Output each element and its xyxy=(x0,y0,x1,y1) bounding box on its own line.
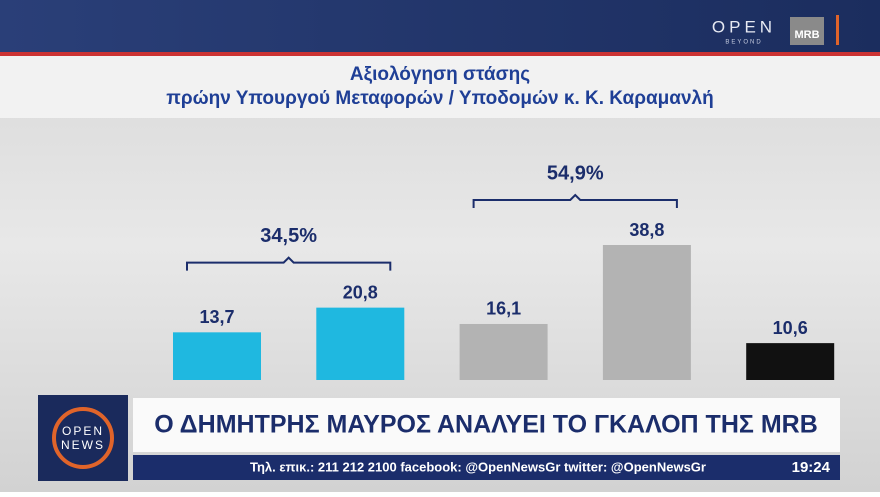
logo-sub: BEYOND xyxy=(725,40,762,46)
brand-accent xyxy=(836,15,839,45)
value-label: 13,7 xyxy=(199,307,234,327)
bar xyxy=(173,332,261,380)
top-bar xyxy=(0,0,880,52)
logo: OPEN xyxy=(712,17,776,36)
ticker-band xyxy=(133,455,840,480)
bracket-label: 34,5% xyxy=(260,225,317,247)
news-logo-ring xyxy=(52,407,114,469)
bracket xyxy=(186,256,392,271)
bracket xyxy=(472,193,678,208)
clock: 19:24 xyxy=(792,459,831,476)
value-label: 38,8 xyxy=(629,220,664,240)
bar xyxy=(459,323,548,380)
value-label: 20,8 xyxy=(343,282,378,302)
chart-title: Αξιολόγηση στάσης xyxy=(350,64,530,85)
bar xyxy=(746,343,835,380)
news-logo-top: OPEN xyxy=(62,424,104,438)
bracket-label: 54,9% xyxy=(547,162,604,184)
headline-band xyxy=(133,398,840,452)
bar xyxy=(316,307,405,380)
value-label: 10,6 xyxy=(773,318,808,338)
brand: MRB xyxy=(794,29,819,41)
headline: Ο ΔΗΜΗΤΡΗΣ ΜΑΥΡΟΣ ΑΝΑΛΥΕΙ ΤΟ ΓΚΑΛΟΠ ΤΗΣ … xyxy=(154,411,818,439)
ticker: Τηλ. επικ.: 211 212 2100 facebook: @Open… xyxy=(250,459,706,474)
plot: 13,7 20,8 16,1 38,8 10,6 34,5% 54,9% xyxy=(173,162,835,380)
news-logo-bottom: NEWS xyxy=(61,438,105,452)
top-stripe xyxy=(0,52,880,56)
title-band xyxy=(0,56,880,118)
brand-box xyxy=(790,17,824,45)
chart-subtitle: πρώην Υπουργού Μεταφορών / Υποδομών κ. Κ… xyxy=(166,88,713,109)
value-label: 16,1 xyxy=(486,299,521,319)
bar xyxy=(602,245,691,380)
